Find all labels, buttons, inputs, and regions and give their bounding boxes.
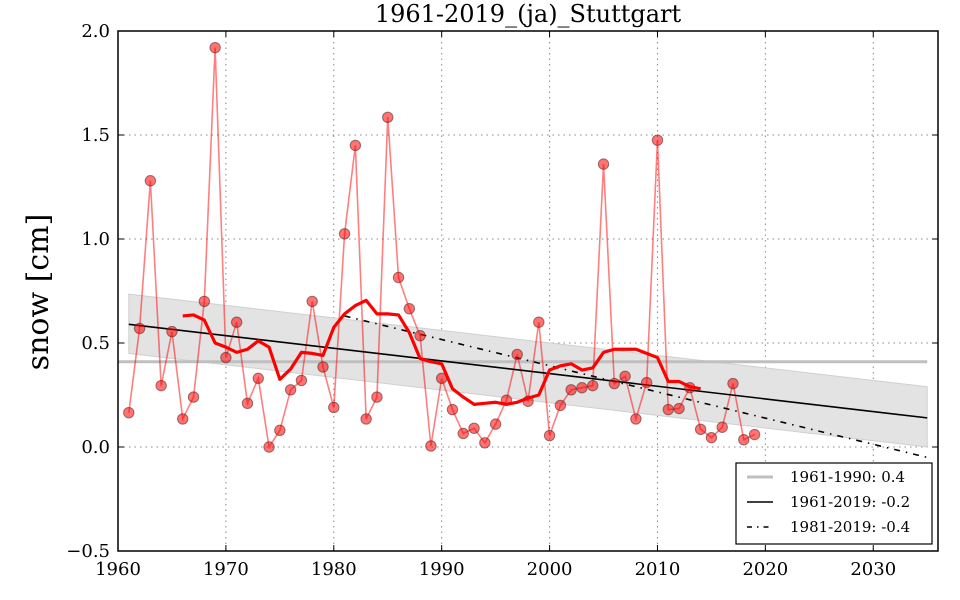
data-point: [597, 158, 610, 170]
x-tick-label: 2030: [850, 559, 896, 580]
data-point: [457, 427, 469, 440]
trend-line-1981-2019: [344, 315, 928, 459]
x-tick-label: 2010: [635, 559, 681, 580]
data-point: [565, 384, 577, 396]
y-tick-label: 0.0: [81, 437, 110, 458]
legend-label-1981-2019: 1981-2019: -0.4: [790, 518, 910, 536]
y-tick-label: 0.5: [81, 333, 110, 354]
data-point: [230, 316, 243, 328]
data-point: [263, 441, 275, 453]
x-tick-label: 2000: [527, 559, 573, 580]
data-point: [425, 440, 437, 452]
data-point: [403, 302, 416, 315]
data-point: [392, 271, 405, 284]
data-point: [328, 401, 340, 414]
legend-label-1961-1990: 1961-1990: 0.4: [790, 468, 905, 486]
y-tick-label: −0.5: [66, 541, 110, 562]
plot-frame: [117, 30, 939, 552]
data-point: [209, 41, 221, 54]
data-point: [241, 397, 254, 410]
data-point: [727, 377, 739, 390]
data-point: [220, 351, 232, 364]
data-point: [133, 322, 146, 335]
data-point: [123, 406, 135, 419]
moving-average-layer: [182, 298, 701, 406]
data-point: [306, 295, 318, 308]
y-tick-label: 1.5: [81, 125, 110, 146]
legend: 1961-1990: 0.4 1961-2019: -0.2 1981-2019…: [735, 462, 933, 545]
legend-label-1961-2019: 1961-2019: -0.2: [790, 493, 910, 511]
data-point: [489, 418, 502, 430]
x-tick-label: 1980: [311, 559, 357, 580]
data-point: [748, 428, 761, 441]
data-point: [608, 377, 621, 390]
data-point: [295, 374, 308, 387]
data-point: [479, 437, 491, 449]
data-point: [177, 413, 189, 425]
data-point: [382, 111, 394, 124]
data-point: [187, 391, 200, 403]
x-tick-label: 2020: [742, 559, 788, 580]
data-point: [166, 325, 178, 338]
x-tick-label: 1970: [203, 559, 249, 580]
data-point: [284, 384, 297, 396]
chart-title: 1961-2019_(ja)_Stuttgart: [375, 0, 682, 28]
y-tick-labels: −0.5 0.0 0.5 1.0 1.5 2.0: [66, 21, 110, 562]
data-point: [338, 228, 351, 240]
data-point: [716, 421, 728, 433]
data-point: [587, 379, 599, 392]
data-point: [144, 175, 157, 187]
data-point: [414, 330, 426, 342]
trend-line-1961-2019: [128, 323, 928, 419]
moving-average-line: [182, 298, 701, 406]
data-point: [694, 423, 707, 436]
data-point: [511, 348, 523, 361]
axis-ticks: [117, 30, 938, 552]
data-point: [619, 370, 631, 382]
data-point: [371, 391, 383, 403]
data-point: [640, 376, 653, 389]
x-tick-label: 1990: [419, 559, 465, 580]
data-point: [576, 382, 588, 394]
data-point: [673, 402, 685, 415]
points-layer: [123, 41, 761, 453]
data-point: [274, 424, 286, 437]
data-point: [651, 134, 664, 146]
y-tick-label: 1.0: [81, 229, 110, 250]
data-point: [738, 434, 750, 446]
data-point: [630, 413, 642, 425]
data-point: [446, 403, 459, 416]
data-point: [198, 295, 211, 308]
data-point: [317, 361, 329, 373]
grid: [118, 31, 938, 551]
x-tick-label: 1960: [95, 559, 141, 580]
data-point: [360, 413, 372, 425]
data-point: [533, 316, 545, 328]
y-axis-label: snow [cm]: [21, 214, 56, 371]
data-point: [468, 422, 480, 434]
data-point: [349, 139, 362, 152]
x-tick-labels: 1960 1970 1980 1990 2000 2010 2020 2030: [95, 559, 896, 580]
data-point: [155, 379, 167, 392]
data-point: [662, 403, 674, 416]
data-point: [554, 399, 567, 412]
data-point: [252, 372, 264, 385]
y-tick-label: 2.0: [81, 21, 110, 42]
data-point: [543, 429, 556, 442]
data-point: [705, 431, 718, 444]
